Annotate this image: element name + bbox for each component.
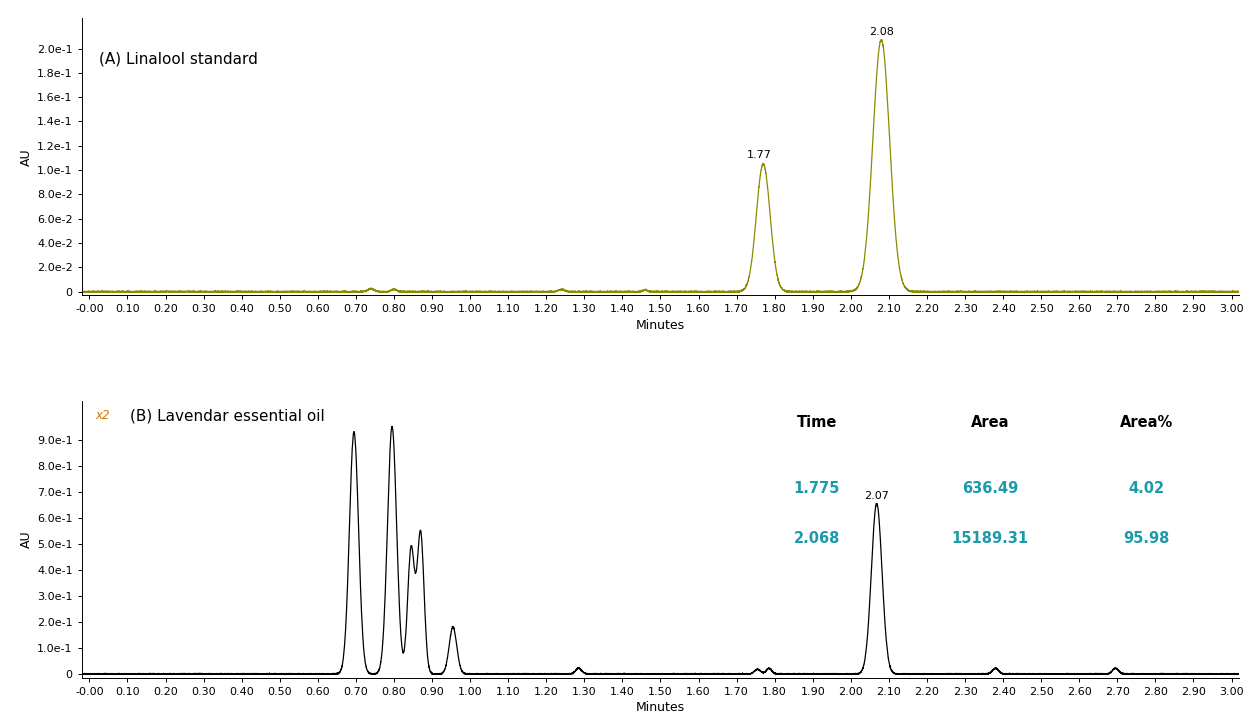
Text: (A) Linalool standard: (A) Linalool standard xyxy=(99,51,258,67)
Text: Time: Time xyxy=(796,415,837,429)
Text: 636.49: 636.49 xyxy=(962,481,1019,496)
X-axis label: Minutes: Minutes xyxy=(635,701,686,714)
Text: 2.07: 2.07 xyxy=(864,491,889,501)
Text: 1.77: 1.77 xyxy=(747,150,772,160)
Text: Area: Area xyxy=(971,415,1010,429)
Text: Area%: Area% xyxy=(1120,415,1174,429)
Y-axis label: AU: AU xyxy=(20,531,33,548)
Text: (B) Lavendar essential oil: (B) Lavendar essential oil xyxy=(131,409,325,424)
X-axis label: Minutes: Minutes xyxy=(635,318,686,331)
Text: 4.02: 4.02 xyxy=(1128,481,1165,496)
Text: x2: x2 xyxy=(96,409,111,422)
Y-axis label: AU: AU xyxy=(20,148,33,165)
Text: 2.08: 2.08 xyxy=(869,27,893,37)
Text: 15189.31: 15189.31 xyxy=(952,531,1029,546)
Text: 2.068: 2.068 xyxy=(794,531,840,546)
Text: 1.775: 1.775 xyxy=(794,481,840,496)
Text: 95.98: 95.98 xyxy=(1123,531,1170,546)
